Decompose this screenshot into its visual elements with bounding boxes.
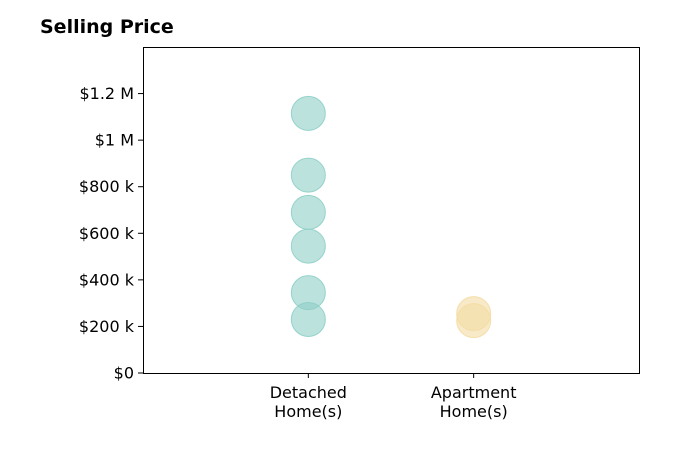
y-tick-label: $0 [114, 364, 134, 383]
data-point [456, 303, 492, 339]
y-axis: $0 $200 k $400 k $600 k $800 k $1 M $1.2 M [79, 84, 143, 383]
y-tick-label: $200 k [79, 317, 135, 336]
data-point [290, 194, 326, 230]
y-tick-label: $800 k [79, 177, 135, 196]
x-tick-label: Home(s) [440, 402, 508, 421]
data-point [290, 95, 326, 131]
x-tick-label: Home(s) [274, 402, 342, 421]
y-tick-label: $1.2 M [79, 84, 134, 103]
y-tick-label: $1 M [95, 131, 134, 150]
x-tick-label: Detached [270, 383, 347, 402]
data-point [290, 157, 326, 193]
data-point [290, 228, 326, 264]
plot-area [143, 47, 640, 374]
x-tick-label: Apartment [431, 383, 517, 402]
chart-title: Selling Price [40, 16, 174, 38]
data-points [290, 95, 492, 339]
y-tick-label: $400 k [79, 270, 135, 289]
data-point [290, 301, 326, 337]
y-tick-label: $600 k [79, 224, 135, 243]
